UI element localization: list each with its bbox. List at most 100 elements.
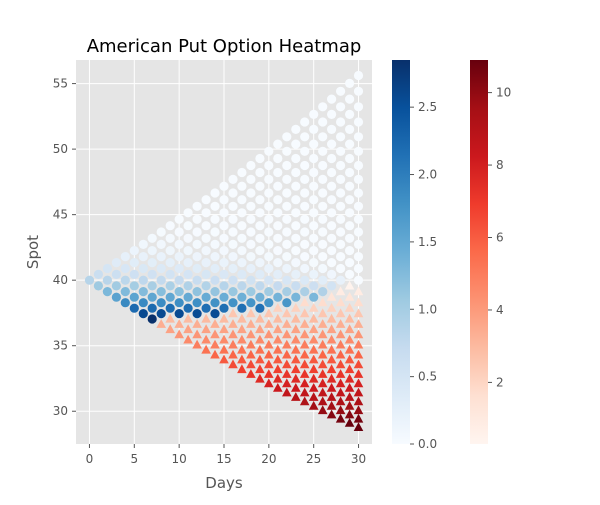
exercise-triangle-marker [317,378,328,388]
hold-circle-marker [210,227,220,237]
hold-circle-marker [309,195,319,205]
hold-circle-marker [345,246,355,256]
hold-circle-marker [291,258,301,268]
hold-circle-marker [174,227,184,237]
hold-circle-marker [138,252,148,262]
exercise-triangle-marker [264,359,274,369]
exercise-triangle-marker [317,405,328,415]
hold-circle-marker [300,239,310,249]
hold-circle-marker [273,269,283,279]
exercise-triangle-marker [219,324,229,334]
hold-circle-marker [264,227,274,237]
hold-circle-marker [327,153,337,164]
hold-circle-marker [282,275,292,285]
y-tick-label: 55 [53,77,68,91]
hold-circle-marker [291,246,301,256]
exercise-triangle-marker [255,364,265,374]
exercise-triangle-marker [291,392,301,401]
hold-circle-marker [237,292,247,302]
x-tick-label: 15 [216,452,231,466]
hold-circle-marker [318,201,328,211]
hold-circle-marker [138,239,148,249]
hold-circle-marker [318,146,328,156]
hold-circle-marker [345,269,355,279]
hold-circle-marker [273,181,283,191]
exercise-triangle-marker [165,313,175,323]
hold-circle-marker [156,227,166,237]
exercise-triangle-marker [344,280,355,290]
hold-circle-marker [336,188,346,198]
hold-circle-marker [336,275,346,285]
hold-circle-marker [192,275,202,285]
exercise-triangle-marker [335,387,346,397]
exercise-triangle-marker [353,286,364,296]
exercise-triangle-marker [317,369,328,378]
hold-circle-marker [183,303,193,313]
hold-circle-marker [228,214,238,224]
hold-circle-marker [345,258,355,268]
hold-circle-marker [264,239,274,249]
exercise-triangle-marker [353,413,364,423]
hold-circle-marker [210,309,220,319]
hold-circle-marker [246,287,256,297]
hold-circle-marker [201,281,211,291]
exercise-triangle-marker [335,369,346,378]
hold-circle-marker [353,132,364,142]
exercise-triangle-marker [174,329,184,339]
hold-circle-marker [273,195,283,205]
exercise-triangle-marker [165,324,175,334]
hold-circle-marker [246,227,256,237]
exercise-triangle-marker [299,329,310,339]
hold-circle-marker [345,139,355,149]
hold-circle-marker [237,246,247,256]
reds-colorbar-tick-label: 10 [496,86,511,100]
exercise-triangle-marker [326,383,337,392]
hold-circle-marker [300,214,310,224]
exercise-triangle-marker [299,308,310,318]
exercise-triangle-marker [282,369,292,378]
hold-circle-marker [102,287,112,297]
hold-circle-marker [353,188,364,198]
exercise-triangle-marker [255,373,265,383]
y-tick-label: 40 [53,273,68,287]
exercise-triangle-marker [335,359,346,369]
hold-circle-marker [201,208,211,218]
exercise-triangle-marker [255,324,265,334]
y-tick-label: 30 [53,404,68,418]
hold-circle-marker [219,303,229,313]
hold-circle-marker [183,246,193,256]
hold-circle-marker [345,233,355,243]
hold-circle-marker [273,258,283,268]
hold-circle-marker [237,233,247,243]
exercise-triangle-marker [174,319,184,328]
hold-circle-marker [246,239,256,249]
exercise-triangle-marker [299,359,310,369]
hold-circle-marker [353,263,364,274]
exercise-triangle-marker [291,344,301,354]
exercise-triangle-marker [344,324,355,334]
hold-circle-marker [192,309,202,319]
hold-circle-marker [345,195,355,205]
hold-circle-marker [318,102,328,112]
hold-circle-marker [336,117,346,127]
exercise-triangle-marker [210,349,220,359]
hold-circle-marker [353,102,364,112]
hold-circle-marker [345,181,355,191]
exercise-triangle-marker [273,344,283,354]
exercise-triangle-marker [246,339,256,349]
hold-circle-marker [120,275,130,285]
hold-circle-marker [336,146,346,156]
hold-circle-marker [192,298,202,308]
hold-circle-marker [291,292,301,302]
exercise-triangle-marker [273,354,283,364]
hold-circle-marker [353,227,364,237]
hold-circle-marker [237,221,247,231]
hold-circle-marker [192,239,202,249]
hold-circle-marker [174,298,184,308]
exercise-triangle-marker [299,369,310,378]
hold-circle-marker [300,160,310,171]
hold-circle-marker [111,281,121,291]
hold-circle-marker [273,208,283,218]
exercise-triangle-marker [299,339,310,349]
hold-circle-marker [264,188,274,198]
